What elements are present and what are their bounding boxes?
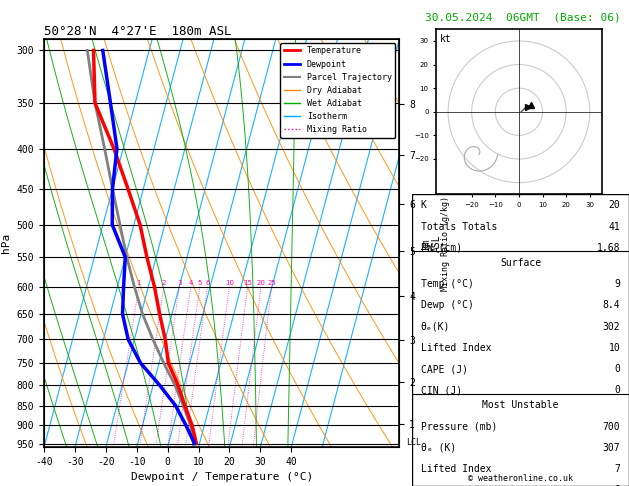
Text: 8.4: 8.4 — [603, 300, 620, 310]
Text: 1.68: 1.68 — [597, 243, 620, 253]
Text: Pressure (mb): Pressure (mb) — [421, 422, 497, 432]
Text: 2: 2 — [162, 280, 166, 286]
Text: 9: 9 — [615, 279, 620, 289]
Text: 41: 41 — [609, 222, 620, 231]
Text: Lifted Index: Lifted Index — [421, 343, 491, 353]
Text: Temp (°C): Temp (°C) — [421, 279, 474, 289]
Text: Mixing Ratio (g/kg): Mixing Ratio (g/kg) — [441, 195, 450, 291]
Text: 20: 20 — [257, 280, 265, 286]
Text: 20: 20 — [609, 200, 620, 210]
Text: 50°28'N  4°27'E  180m ASL: 50°28'N 4°27'E 180m ASL — [44, 25, 231, 38]
Text: Lifted Index: Lifted Index — [421, 464, 491, 474]
Text: 0: 0 — [615, 364, 620, 374]
Text: Totals Totals: Totals Totals — [421, 222, 497, 231]
Text: LCL: LCL — [406, 438, 421, 447]
Text: 10: 10 — [225, 280, 234, 286]
Text: 15: 15 — [243, 280, 252, 286]
Text: © weatheronline.co.uk: © weatheronline.co.uk — [468, 474, 573, 483]
Text: 4: 4 — [189, 280, 193, 286]
Text: 307: 307 — [603, 443, 620, 453]
Y-axis label: hPa: hPa — [1, 233, 11, 253]
Text: 7: 7 — [615, 464, 620, 474]
Text: kt: kt — [440, 34, 452, 44]
Text: CAPE (J): CAPE (J) — [421, 364, 468, 374]
Text: 5: 5 — [198, 280, 202, 286]
Text: Most Unstable: Most Unstable — [482, 400, 559, 410]
Text: 30.05.2024  06GMT  (Base: 06): 30.05.2024 06GMT (Base: 06) — [425, 12, 620, 22]
Text: PW (cm): PW (cm) — [421, 243, 462, 253]
Text: 6: 6 — [205, 280, 209, 286]
Text: 25: 25 — [267, 280, 276, 286]
Y-axis label: km
ASL: km ASL — [421, 234, 442, 252]
Text: 0: 0 — [615, 385, 620, 396]
Text: 10: 10 — [609, 343, 620, 353]
Text: 1: 1 — [136, 280, 141, 286]
Text: K: K — [421, 200, 426, 210]
Text: θₑ (K): θₑ (K) — [421, 443, 456, 453]
X-axis label: Dewpoint / Temperature (°C): Dewpoint / Temperature (°C) — [131, 472, 313, 483]
Text: CIN (J): CIN (J) — [421, 385, 462, 396]
Text: 302: 302 — [603, 322, 620, 331]
Text: Surface: Surface — [500, 258, 541, 268]
Text: 700: 700 — [603, 422, 620, 432]
Text: 3: 3 — [177, 280, 182, 286]
Text: θₑ(K): θₑ(K) — [421, 322, 450, 331]
Legend: Temperature, Dewpoint, Parcel Trajectory, Dry Adiabat, Wet Adiabat, Isotherm, Mi: Temperature, Dewpoint, Parcel Trajectory… — [281, 43, 395, 138]
Text: Dewp (°C): Dewp (°C) — [421, 300, 474, 310]
